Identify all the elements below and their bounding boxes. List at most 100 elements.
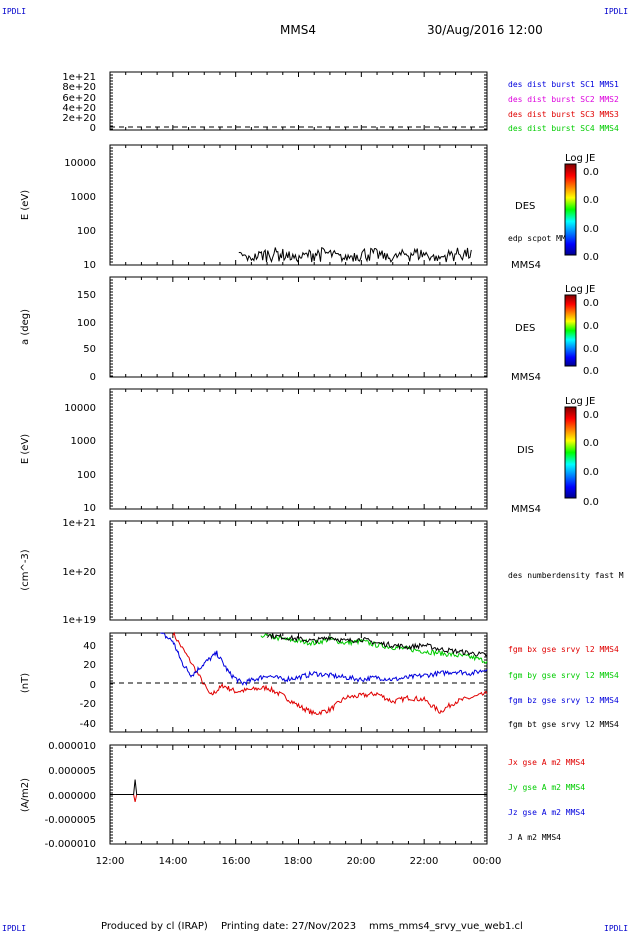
panel7-legend-item: Jy gse A m2 MMS4	[508, 783, 585, 792]
time-tick: 12:00	[96, 856, 125, 867]
time-tick: 00:00	[473, 856, 502, 867]
panel7-series-1	[110, 794, 487, 803]
panel6-ylabel: (nT)	[20, 673, 31, 693]
panel6-legend-item: fgm bx gse srvy l2 MMS4	[508, 645, 619, 654]
panel4-spacecraft-label: MMS4	[511, 504, 541, 515]
panel4-instrument-label: DIS	[517, 445, 534, 456]
panel1-ytick: 8e+20	[62, 82, 96, 93]
panel2-spacecraft-label: MMS4	[511, 260, 541, 271]
panel4-ytick: 100	[77, 470, 96, 481]
panel5-ytick: 1e+21	[62, 518, 96, 529]
corner-label-top-left: IPDLI	[2, 7, 26, 16]
colorbar2-tick: 0.0	[583, 366, 599, 377]
colorbar2-title: Log JE	[565, 284, 595, 295]
panel5-frame	[109, 520, 488, 621]
panel2-ytick: 100	[77, 226, 96, 237]
time-tick: 18:00	[284, 856, 313, 867]
panel4-ylabel: E (eV)	[20, 434, 31, 464]
panel1-ytick: 2e+20	[62, 113, 96, 124]
panel2-ytick: 1000	[71, 192, 96, 203]
panel4-ytick: 10	[83, 503, 96, 514]
panel6-legend-item: fgm bz gse srvy l2 MMS4	[508, 696, 619, 705]
panel1-legend-item: des dist burst SC4 MMS4	[508, 124, 619, 133]
colorbar1-tick: 0.0	[583, 167, 599, 178]
panel2-ylabel: E (eV)	[20, 190, 31, 220]
panel7-legend-item: J A m2 MMS4	[508, 833, 561, 842]
panel7-ytick: 0.000010	[48, 741, 96, 752]
panel6-ytick: 40	[83, 641, 96, 652]
panel6-series-2	[260, 633, 488, 665]
colorbar2-tick: 0.0	[583, 298, 599, 309]
panel7-ytick: 0.000000	[48, 791, 96, 802]
panel6-ytick: 20	[83, 660, 96, 671]
time-tick: 20:00	[347, 856, 376, 867]
colorbar1-tick: 0.0	[583, 195, 599, 206]
colorbar1	[564, 163, 577, 256]
panel7-series-2	[110, 779, 487, 795]
panel6-series-4	[266, 633, 488, 657]
panel2-series-scpot	[238, 246, 472, 264]
panel7-legend-item: Jz gse A m2 MMS4	[508, 808, 585, 817]
colorbar2	[564, 294, 577, 367]
panel3-spacecraft-label: MMS4	[511, 372, 541, 383]
panel2-instrument-label: DES	[515, 201, 535, 212]
panel1-ytick: 0	[90, 123, 96, 134]
colorbar3-title: Log JE	[565, 396, 595, 407]
footer-printing-date: Printing date: 27/Nov/2023	[221, 921, 356, 932]
panel6-series-3	[160, 632, 488, 687]
panel7-legend-item: Jx gse A m2 MMS4	[508, 758, 585, 767]
panel6-legend-item: fgm by gse srvy l2 MMS4	[508, 671, 619, 680]
panel7-ytick: -0.000010	[45, 839, 96, 850]
colorbar3-tick: 0.0	[583, 410, 599, 421]
time-tick: 14:00	[159, 856, 188, 867]
panel2-frame	[109, 144, 488, 266]
panel4-ytick: 10000	[64, 403, 96, 414]
panel1-legend-item: des dist burst SC3 MMS3	[508, 110, 619, 119]
panel7-ylabel: (A/m2)	[20, 778, 31, 812]
panel1-ytick: 1e+21	[62, 72, 96, 83]
panel6-ytick: -20	[80, 699, 96, 710]
spacecraft-title: MMS4	[280, 23, 316, 37]
colorbar1-tick: 0.0	[583, 224, 599, 235]
colorbar1-title: Log JE	[565, 153, 595, 164]
panel2-ytick: 10	[83, 260, 96, 271]
colorbar3	[564, 406, 577, 499]
panel5-ytick: 1e+20	[62, 567, 96, 578]
colorbar3-tick: 0.0	[583, 497, 599, 508]
colorbar1-tick: 0.0	[583, 252, 599, 263]
corner-label-bottom-left: IPDLI	[2, 924, 26, 933]
panel6-ytick: -40	[80, 719, 96, 730]
panel7-ytick: 0.000005	[48, 766, 96, 777]
panel5-ytick: 1e+19	[62, 615, 96, 626]
panel2-series-label: edp scpot MMS4	[508, 234, 576, 243]
panel3-ytick: 100	[77, 318, 96, 329]
panel3-ytick: 50	[83, 344, 96, 355]
panel3-instrument-label: DES	[515, 323, 535, 334]
panel3-ylabel: a (deg)	[20, 309, 31, 345]
panel7-ytick: -0.000005	[45, 815, 96, 826]
panel1-ytick: 4e+20	[62, 103, 96, 114]
panel6-series-1	[172, 631, 488, 716]
time-tick: 22:00	[410, 856, 439, 867]
panel6-ytick: 0	[90, 680, 96, 691]
time-tick: 16:00	[222, 856, 251, 867]
footer-product: mms_mms4_srvy_vue_web1.cl	[369, 921, 523, 932]
panel3-frame	[109, 276, 488, 378]
colorbar3-tick: 0.0	[583, 467, 599, 478]
colorbar3-tick: 0.0	[583, 438, 599, 449]
corner-label-bottom-right: IPDLI	[604, 924, 628, 933]
corner-label-top-right: IPDLI	[604, 7, 628, 16]
panel3-ytick: 150	[77, 290, 96, 301]
footer-produced-by: Produced by cl (IRAP)	[101, 921, 208, 932]
colorbar2-tick: 0.0	[583, 344, 599, 355]
panel6-legend-item: fgm bt gse srvy l2 MMS4	[508, 720, 619, 729]
panel2-ytick: 10000	[64, 158, 96, 169]
date-time-title: 30/Aug/2016 12:00	[427, 23, 543, 37]
panel1-frame	[109, 71, 488, 131]
panel1-legend-item: des dist burst SC2 MMS2	[508, 95, 619, 104]
colorbar2-tick: 0.0	[583, 321, 599, 332]
panel1-ytick: 6e+20	[62, 93, 96, 104]
panel5-ylabel: (cm^-3)	[20, 549, 31, 590]
panel1-legend-item: des dist burst SC1 MMS1	[508, 80, 619, 89]
